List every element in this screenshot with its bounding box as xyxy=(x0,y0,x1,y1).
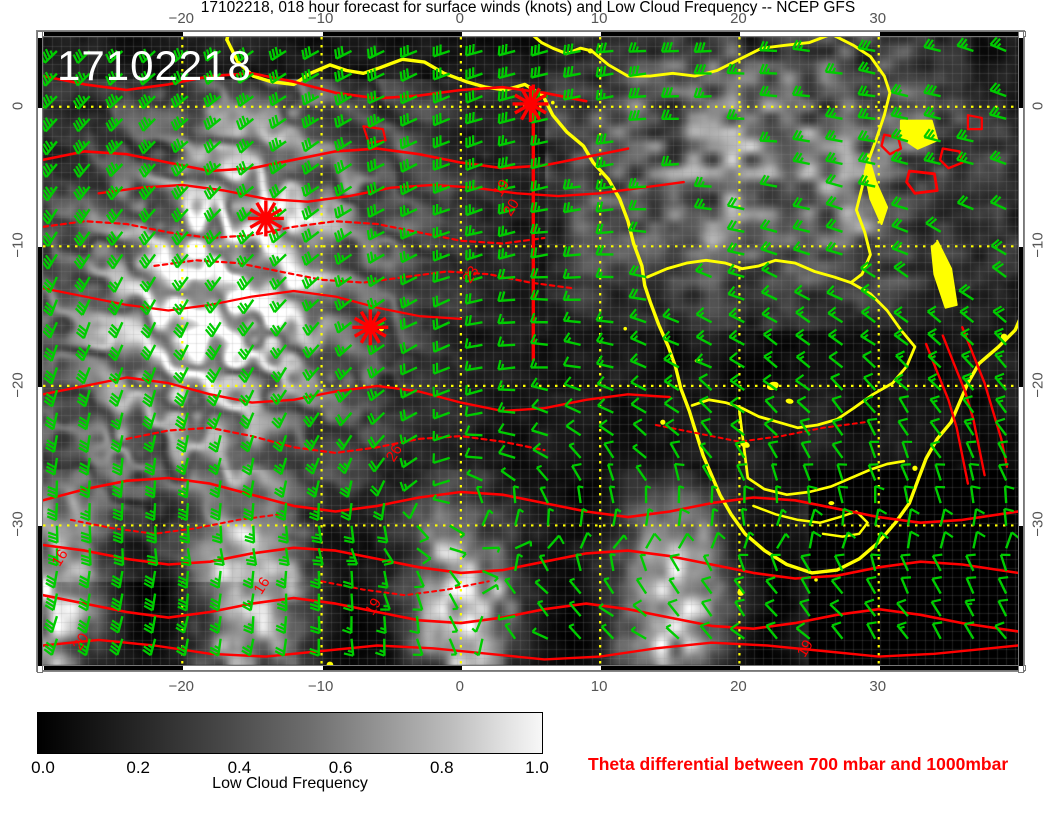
colorbar-container xyxy=(37,712,543,754)
x-tick-top: −10 xyxy=(307,10,334,27)
colorbar-tick: 0.6 xyxy=(328,758,353,777)
y-tick-right: −10 xyxy=(1029,232,1047,259)
map-plot-frame: 19 20 23 26 16 16 19 20 19 17102218 xyxy=(36,30,1026,673)
colorbar-tick: 0.2 xyxy=(126,758,151,777)
x-tick-top: −20 xyxy=(168,10,195,27)
colorbar-tick: 0.4 xyxy=(227,758,252,777)
x-tick-top: 20 xyxy=(730,10,747,27)
axis-rail-bottom xyxy=(37,665,1026,671)
y-tick-left: −10 xyxy=(9,232,27,259)
axis-rail-right xyxy=(1018,31,1024,673)
x-tick-bottom: 0 xyxy=(455,678,465,695)
x-tick-bottom: −20 xyxy=(168,678,195,695)
colorbar-tick: 1.0 xyxy=(525,758,549,777)
colorbar-tick: 0.8 xyxy=(429,758,454,777)
colorbar-label: Low Cloud Frequency xyxy=(212,775,368,792)
map-area[interactable]: 19 20 23 26 16 16 19 20 19 17102218 xyxy=(43,37,1018,665)
colorbar-tick: 0.0 xyxy=(31,758,55,777)
x-tick-bottom: 20 xyxy=(730,678,747,695)
low-cloud-frequency-heatmap xyxy=(43,37,1018,665)
axis-rail-top xyxy=(37,31,1026,37)
axis-rail-left xyxy=(37,31,43,673)
y-tick-right: −20 xyxy=(1029,372,1047,398)
x-tick-bottom: 30 xyxy=(869,678,887,695)
y-tick-left: 0 xyxy=(9,101,27,110)
page-title: 17102218, 018 hour forecast for surface … xyxy=(200,0,856,16)
x-tick-top: 10 xyxy=(590,10,608,27)
x-tick-bottom: −10 xyxy=(307,678,334,695)
y-tick-left: −30 xyxy=(9,511,27,538)
y-tick-right: −30 xyxy=(1029,511,1047,538)
colorbar-gradient xyxy=(37,712,543,754)
x-tick-bottom: 10 xyxy=(590,678,608,695)
theta-differential-caption: Theta differential between 700 mbar and … xyxy=(588,754,1009,774)
x-tick-top: 0 xyxy=(455,10,465,27)
x-tick-top: 30 xyxy=(869,10,887,27)
y-tick-right: 0 xyxy=(1029,101,1047,110)
y-tick-left: −20 xyxy=(9,372,27,398)
date-stamp: 17102218 xyxy=(57,42,252,89)
